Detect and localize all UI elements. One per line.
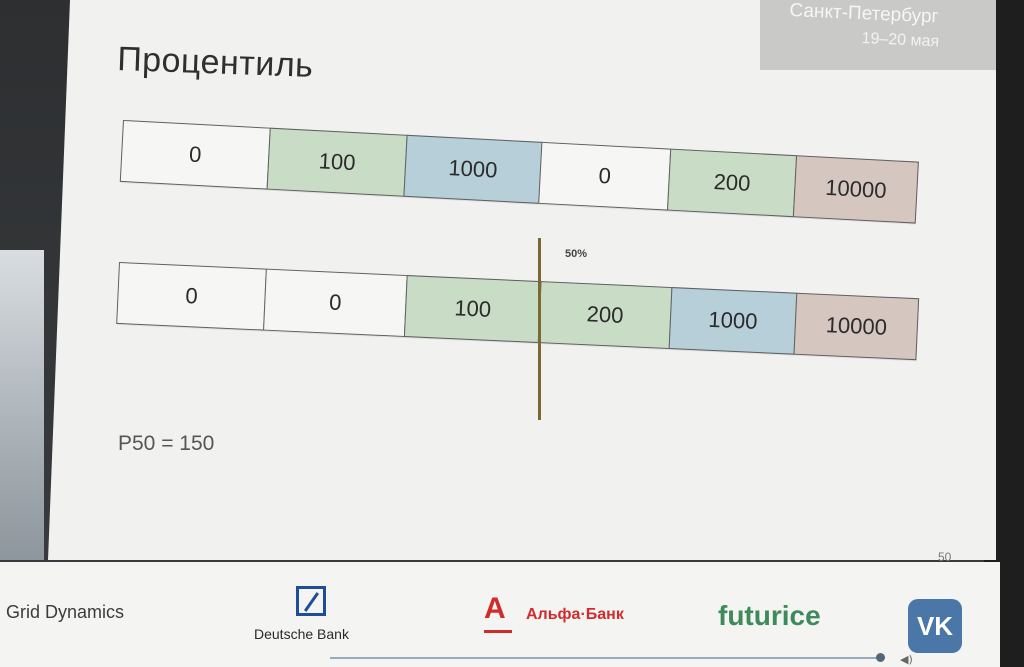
value-cell: 100 [266,127,408,197]
value-cell: 10000 [793,292,920,361]
value-cell: 100 [403,275,542,344]
grid-dynamics-logo: Grid Dynamics [6,602,125,622]
value-cell: 200 [537,281,673,350]
value-cell: 1000 [403,134,543,204]
side-photo [0,250,44,560]
video-progress-bar[interactable] [330,657,882,659]
value-cell: 1000 [668,287,798,355]
value-cell: 0 [116,261,267,331]
alfa-bank-name: Альфа·Банк [526,606,624,623]
vk-icon: VK [908,599,962,653]
slide-title: Процентиль [116,40,315,85]
deutsche-bank-name: Deutsche Bank [254,626,349,640]
sponsor-footer [0,562,1000,667]
value-cell: 0 [119,119,271,190]
progress-handle[interactable] [876,653,885,662]
value-cell: 0 [538,141,672,211]
alfa-bank-underline [484,630,512,633]
value-cell: 10000 [792,155,919,224]
event-header-strip [760,0,996,70]
slide-page-number: 50 [938,550,952,564]
deutsche-bank-icon [296,586,326,616]
value-cell: 200 [667,148,798,218]
alfa-bank-icon: А [484,592,506,625]
value-cell: 0 [263,268,408,338]
median-divider-line [538,238,541,420]
percentile-result: P50 = 150 [118,432,215,455]
event-dates: 19–20 мая [861,30,940,51]
median-percent-label: 50% [565,248,588,260]
futurice-logo: futurice [718,600,821,631]
volume-icon[interactable]: ◀︎) [900,653,913,666]
